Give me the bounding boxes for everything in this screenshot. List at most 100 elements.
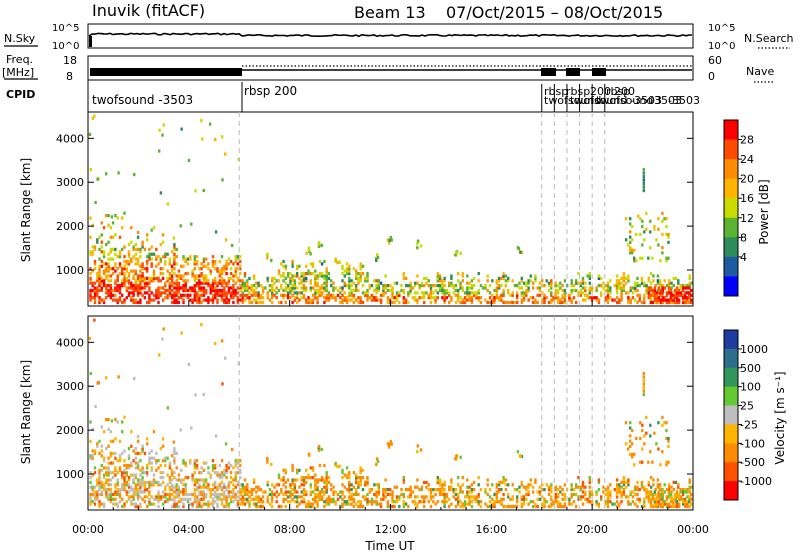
velocity-cell: [220, 471, 224, 475]
velocity-cell: [223, 483, 226, 487]
velocity-cell: [116, 502, 119, 506]
power-cell: [357, 276, 360, 280]
velocity-cell: [191, 502, 194, 506]
velocity-cell: [102, 456, 106, 460]
power-cell: [173, 291, 176, 295]
power-cell: [377, 288, 380, 293]
velocity-cell: [220, 502, 224, 506]
velocity-cell: [225, 463, 228, 468]
power-cell: [100, 221, 103, 225]
power-cell: [427, 296, 430, 300]
velocity-cell: [170, 488, 174, 492]
velocity-cell: [622, 476, 626, 480]
velocity-cell: [659, 502, 663, 506]
velocity-cell: [105, 376, 108, 380]
power-cell: [657, 298, 661, 302]
power-cell: [123, 267, 126, 271]
power-cell: [205, 274, 208, 278]
velocity-cell: [220, 476, 224, 480]
power-cell: [146, 284, 149, 288]
power-cell: [123, 245, 126, 249]
velocity-cell: [647, 497, 650, 501]
power-cell: [200, 272, 203, 276]
velocity-cell: [207, 504, 210, 509]
power-cell: [102, 300, 106, 305]
velocity-cell: [655, 500, 659, 504]
velocity-cell: [284, 485, 287, 489]
velocity-cell: [232, 490, 235, 494]
power-cell: [477, 288, 480, 293]
velocity-cell: [175, 495, 178, 499]
power-cell: [622, 272, 626, 276]
velocity-cell: [629, 490, 632, 494]
power-cell: [98, 284, 101, 288]
power-cell: [366, 296, 369, 300]
velocity-cell: [541, 502, 544, 506]
power-cell: [125, 259, 128, 264]
velocity-cell: [89, 471, 92, 475]
power-cell: [606, 300, 610, 305]
velocity-cell: [105, 480, 108, 484]
power-cell: [629, 288, 632, 293]
velocity-cell: [497, 480, 501, 484]
power-cell: [409, 284, 412, 288]
power-cell: [674, 276, 678, 280]
power-cell: [332, 286, 335, 290]
power-cell: [209, 269, 212, 273]
power-cell: [211, 293, 215, 297]
colorbar-tick-label: 28: [740, 134, 754, 147]
velocity-cell: [164, 459, 167, 463]
power-cell: [359, 296, 362, 300]
power-cell: [289, 286, 292, 290]
velocity-cell: [96, 490, 99, 494]
power-cell: [239, 264, 242, 268]
velocity-cell: [205, 502, 208, 506]
velocity-cell: [107, 478, 110, 482]
power-cell: [309, 262, 312, 266]
power-cell: [575, 300, 578, 305]
power-cell: [100, 276, 103, 280]
power-cell: [486, 288, 489, 293]
power-cell: [640, 281, 644, 285]
power-cell: [531, 286, 535, 290]
power-cell: [497, 296, 501, 300]
velocity-cell: [118, 492, 122, 497]
velocity-cell: [105, 495, 108, 499]
power-cell: [218, 269, 221, 273]
power-cell: [148, 300, 151, 305]
velocity-cell: [236, 495, 240, 499]
power-cell: [309, 279, 312, 283]
velocity-cell: [423, 480, 426, 484]
velocity-cell: [148, 451, 151, 455]
power-cell: [202, 279, 206, 283]
power-cell: [275, 279, 278, 283]
power-cell: [105, 288, 108, 293]
velocity-cell: [189, 502, 192, 506]
velocity-cell: [670, 504, 673, 509]
velocity-cell: [305, 476, 308, 480]
velocity-cell: [550, 485, 553, 489]
power-cell: [307, 248, 311, 252]
power-cell: [386, 284, 390, 288]
power-cell: [168, 257, 172, 261]
velocity-cell: [121, 504, 124, 509]
power-cell: [118, 288, 122, 293]
power-cell: [123, 272, 126, 276]
power-cell: [654, 284, 657, 288]
power-cell: [656, 281, 660, 285]
velocity-cell: [150, 480, 153, 484]
power-cell: [157, 296, 160, 300]
power-cell: [229, 291, 233, 295]
velocity-cell: [270, 462, 273, 466]
power-cell: [117, 171, 120, 175]
power-cell: [141, 267, 144, 271]
power-cell: [404, 284, 408, 288]
power-cell: [579, 291, 582, 295]
power-cell: [675, 300, 679, 305]
power-cell: [102, 284, 106, 288]
velocity-cell: [613, 502, 616, 506]
velocity-cell: [134, 504, 137, 509]
velocity-cell: [243, 490, 247, 494]
velocity-cell: [527, 483, 530, 487]
velocity-cell: [432, 495, 435, 499]
